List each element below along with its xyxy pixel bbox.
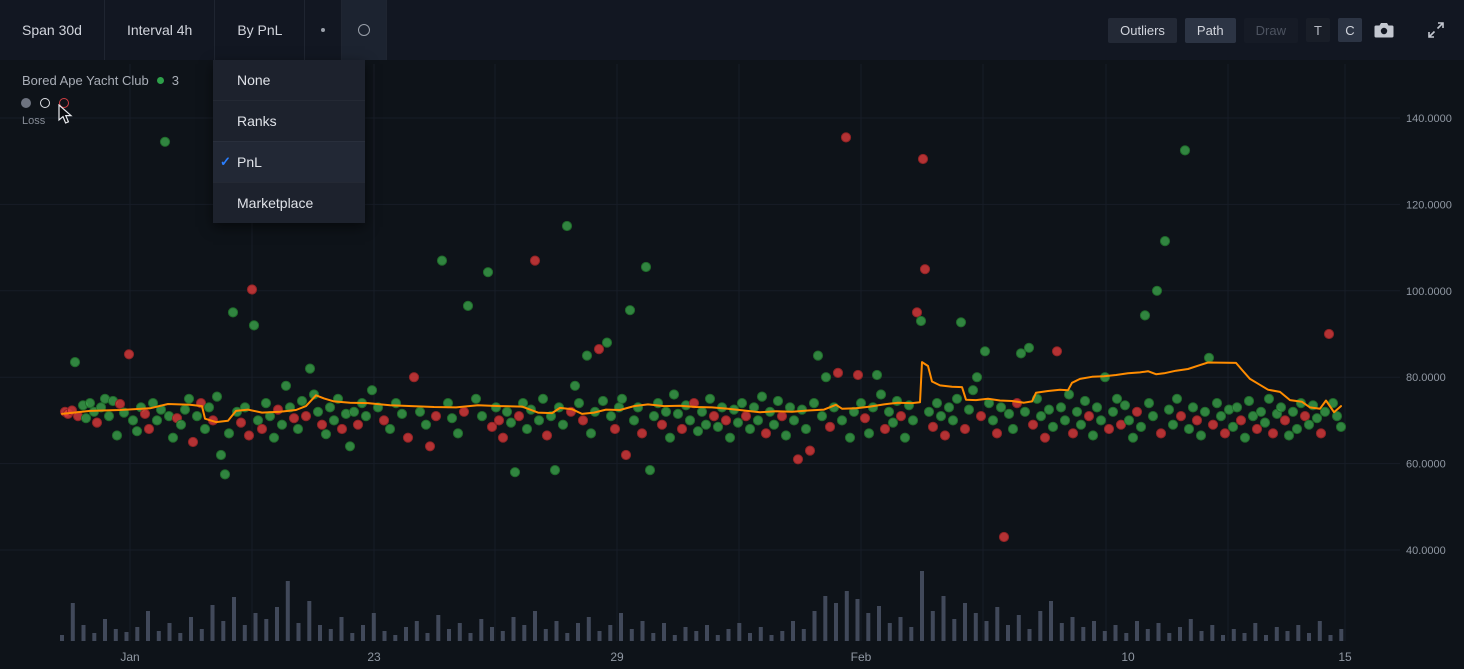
circle-style-button[interactable] — [342, 0, 388, 60]
outliers-button[interactable]: Outliers — [1108, 17, 1177, 43]
svg-text:100.0000: 100.0000 — [1406, 286, 1452, 298]
svg-text:10: 10 — [1121, 650, 1135, 664]
screenshot-button[interactable] — [1370, 16, 1398, 44]
svg-text:23: 23 — [367, 650, 381, 664]
svg-text:15: 15 — [1338, 650, 1352, 664]
svg-text:Jan: Jan — [120, 650, 139, 664]
dropdown-item-none[interactable]: None — [213, 60, 365, 100]
by-dropdown-menu: None Ranks ✓ PnL Marketplace — [213, 60, 365, 223]
toolbar: Span 30d Interval 4h By PnL Outliers Pat… — [0, 0, 1464, 60]
live-status-dot-icon — [156, 77, 164, 84]
dropdown-item-label: PnL — [237, 154, 262, 170]
dropdown-item-pnl[interactable]: ✓ PnL — [213, 141, 365, 182]
collection-count: 3 — [171, 73, 179, 88]
svg-text:80.0000: 80.0000 — [1406, 372, 1446, 384]
dropdown-item-label: None — [237, 72, 271, 88]
toolbar-right-group: Outliers Path Draw T C — [1108, 0, 1464, 60]
check-icon: ✓ — [220, 154, 231, 169]
dropdown-item-label: Ranks — [237, 113, 277, 129]
c-tool-button[interactable]: C — [1338, 18, 1362, 42]
camera-icon — [1374, 22, 1394, 37]
svg-text:60.0000: 60.0000 — [1406, 459, 1446, 471]
legend-circle-neutral[interactable] — [21, 98, 31, 108]
svg-text:40.0000: 40.0000 — [1406, 545, 1446, 557]
mouse-cursor-icon — [58, 104, 73, 124]
collection-title: Bored Ape Yacht Club — [22, 73, 149, 88]
loss-label: Loss — [22, 115, 46, 127]
circle-outline-icon — [358, 24, 371, 36]
toolbar-left-group: Span 30d Interval 4h By PnL — [0, 0, 388, 60]
draw-button[interactable]: Draw — [1255, 22, 1286, 38]
svg-text:Feb: Feb — [851, 650, 872, 664]
svg-text:140.0000: 140.0000 — [1406, 113, 1452, 125]
dropdown-item-marketplace[interactable]: Marketplace — [213, 182, 365, 223]
collection-title-row: Bored Ape Yacht Club 3 — [22, 73, 179, 88]
legend-row — [21, 98, 179, 108]
svg-text:29: 29 — [610, 650, 624, 664]
dot-size-button[interactable] — [305, 0, 343, 60]
legend-circle-win[interactable] — [40, 98, 50, 108]
fullscreen-button[interactable] — [1422, 16, 1450, 44]
fullscreen-icon — [1428, 22, 1444, 38]
svg-text:120.0000: 120.0000 — [1406, 199, 1452, 211]
legend-circle-loss[interactable] — [59, 98, 69, 108]
interval-button-label: Interval 4h — [126, 22, 193, 38]
chart-header: Bored Ape Yacht Club 3 Loss — [21, 73, 179, 127]
by-pnl-button-label: By PnL — [237, 22, 283, 38]
span-button[interactable]: Span 30d — [0, 0, 105, 60]
dropdown-item-ranks[interactable]: Ranks — [213, 100, 365, 141]
dropdown-item-label: Marketplace — [237, 195, 314, 211]
small-dot-icon — [321, 28, 326, 32]
path-button[interactable]: Path — [1184, 17, 1236, 43]
by-pnl-button[interactable]: By PnL — [215, 0, 306, 60]
text-tool-button[interactable]: T — [1306, 18, 1330, 42]
interval-button[interactable]: Interval 4h — [105, 0, 216, 60]
span-button-label: Span 30d — [22, 22, 82, 38]
